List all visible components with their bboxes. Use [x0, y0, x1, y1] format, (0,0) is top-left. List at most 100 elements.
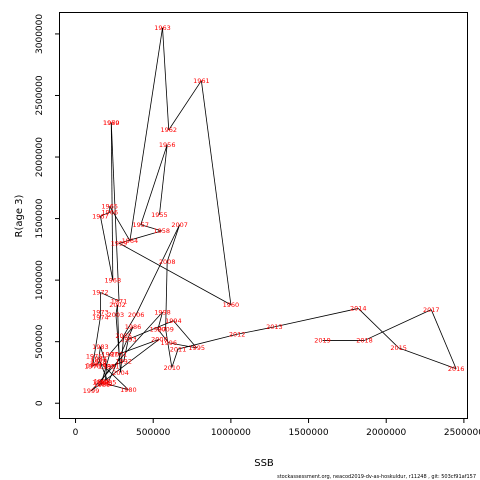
x-axis: 0 500000 1000000 1500000 2000000 2500000 [73, 418, 480, 438]
trajectory-segment [110, 122, 114, 281]
point-label-1964: 1964 [122, 237, 139, 245]
trajectory-segment [100, 212, 110, 217]
point-label-1961: 1961 [193, 77, 210, 85]
trajectory-segment [140, 144, 168, 225]
trajectory-segment [364, 309, 432, 341]
trajectory-segment [100, 292, 120, 302]
trajectory-segment [157, 329, 170, 344]
point-label-1990: 1990 [92, 379, 109, 387]
trajectory-segment [110, 122, 120, 302]
point-label-1979: 1979 [91, 358, 108, 366]
point-label-1962: 1962 [160, 126, 177, 134]
trajectory-segment [398, 347, 457, 370]
point-label-1971: 1971 [111, 297, 128, 305]
point-label-1957: 1957 [133, 221, 150, 229]
trajectory-segment [104, 383, 129, 391]
x-tick-label: 2000000 [366, 428, 406, 438]
point-label-1984: 1984 [91, 355, 108, 363]
point-label-1969: 1969 [103, 119, 120, 127]
trajectory-segment [237, 326, 275, 335]
point-label-2001: 2001 [111, 350, 128, 358]
point-label-2007: 2007 [171, 221, 188, 229]
trajectory-segment [98, 346, 101, 359]
footer-text: stockassessment.org, neacod2019-dv-as-ho… [277, 474, 476, 480]
point-label-1985: 1985 [100, 379, 117, 387]
point-label-1976: 1976 [84, 363, 101, 371]
trajectory-segment [100, 346, 107, 367]
point-label-1975: 1975 [86, 353, 103, 361]
trajectory-segment [135, 224, 180, 315]
point-label-1986: 1986 [125, 323, 142, 331]
point-label-1960: 1960 [223, 301, 240, 309]
point-label-2014: 2014 [350, 305, 367, 313]
point-label-1955: 1955 [151, 211, 168, 219]
trajectory-segment [165, 261, 168, 330]
y-tick-label: 2500000 [35, 75, 45, 115]
trajectory-segment [173, 320, 198, 349]
x-tick-label: 1000000 [211, 428, 251, 438]
y-tick-label: 500000 [35, 324, 45, 359]
point-label-1995: 1995 [188, 344, 205, 352]
y-axis: 0 500000 1000000 1500000 2000000 2500000 30000… [35, 14, 60, 406]
trajectory-segment [118, 242, 232, 306]
y-tick-label: 1000000 [35, 260, 45, 300]
trajectory-segment [115, 304, 118, 315]
point-label-1991: 1991 [103, 363, 120, 371]
trajectory-segment [157, 312, 163, 330]
point-label-1974: 1974 [92, 313, 109, 321]
point-label-2005: 2005 [115, 332, 132, 340]
trajectory-segment [165, 329, 173, 368]
point-label-1965: 1965 [101, 203, 118, 211]
point-label-2000: 2000 [151, 336, 168, 344]
trajectory-segment [123, 339, 129, 362]
trajectory-segment [171, 348, 179, 368]
point-label-1973: 1973 [92, 308, 109, 316]
trajectory-lines [90, 27, 457, 392]
trajectory-segment [177, 333, 238, 350]
trajectory-segment [357, 308, 399, 349]
point-label-1999: 1999 [83, 387, 100, 395]
y-tick-label: 1500000 [35, 198, 45, 238]
point-label-1980: 1980 [120, 386, 137, 394]
point-label-1993: 1993 [120, 336, 137, 344]
x-tick-label: 0 [73, 428, 79, 438]
trajectory-segment [109, 206, 131, 241]
point-label-1982: 1982 [98, 363, 115, 371]
trajectory-segment [168, 80, 202, 131]
point-label-1997: 1997 [150, 326, 167, 334]
trajectory-segment [159, 144, 168, 215]
trajectory-segment [162, 27, 170, 130]
x-axis-label: SSB [254, 458, 274, 469]
point-label-1968: 1968 [105, 276, 122, 284]
trajectory-segment [430, 309, 457, 369]
point-label-2011: 2011 [170, 345, 187, 353]
y-tick-label: 3000000 [35, 14, 45, 54]
trajectory-segment [115, 314, 121, 373]
y-tick-label: 2000000 [35, 137, 45, 177]
point-label-1996: 1996 [160, 339, 177, 347]
point-label-1998: 1998 [154, 308, 171, 316]
y-tick-label: 0 [35, 400, 45, 406]
point-label-1970: 1970 [103, 119, 120, 127]
point-label-2015: 2015 [390, 344, 407, 352]
point-label-1987: 1987 [101, 350, 118, 358]
point-label-2002: 2002 [109, 301, 126, 309]
trajectory-segment [123, 314, 137, 336]
point-label-2009: 2009 [157, 326, 174, 334]
trajectory-segment [107, 326, 134, 383]
trajectory-segment [140, 224, 162, 232]
trajectory-segment [98, 361, 129, 390]
point-label-1989: 1989 [94, 381, 111, 389]
trajectory-segment [90, 338, 160, 392]
point-label-1959: 1959 [111, 239, 128, 247]
point-label-2016: 2016 [448, 365, 465, 373]
y-axis-label: R(age 3) [14, 194, 25, 237]
point-label-2010: 2010 [164, 364, 181, 372]
point-label-2008: 2008 [159, 258, 176, 266]
trajectory-segment [93, 316, 101, 357]
trajectory-segment [101, 353, 111, 382]
point-label-1956: 1956 [159, 141, 176, 149]
